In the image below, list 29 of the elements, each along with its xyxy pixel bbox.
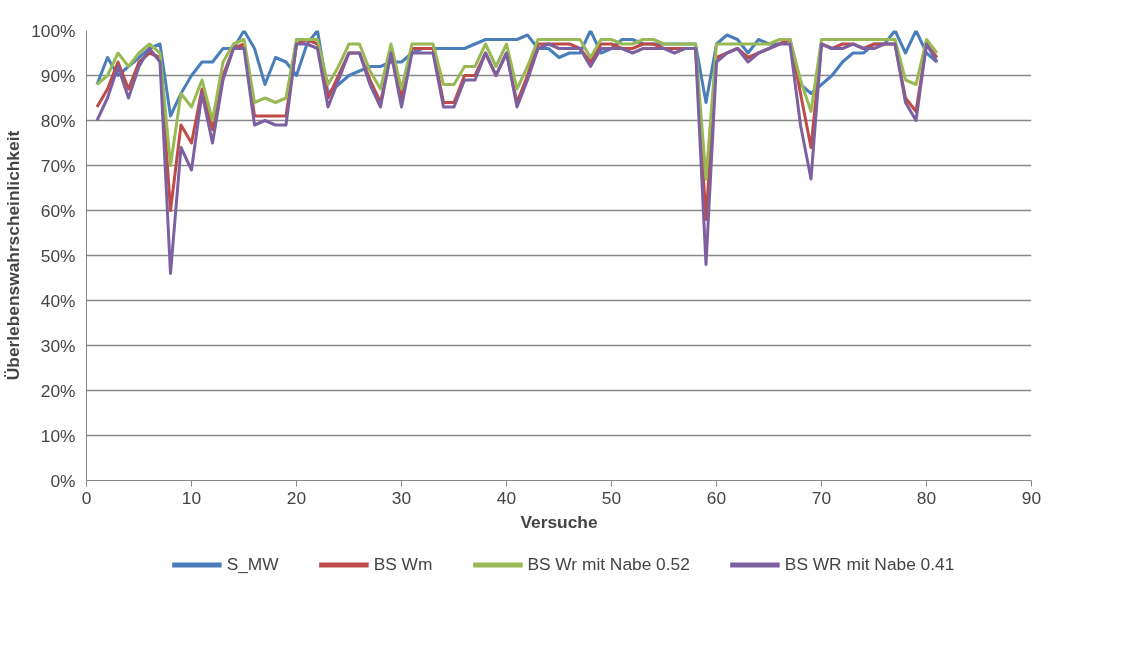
y-tick-label: 100%: [31, 20, 76, 41]
legend-label: BS Wm: [373, 553, 433, 575]
x-tick-label: 0: [81, 487, 92, 508]
y-axis-title: Überlebenswahrscheinlichkeit: [3, 130, 24, 381]
x-tick-label: 60: [706, 487, 727, 508]
legend-label: S_MW: [226, 553, 279, 575]
x-tick-label: 30: [391, 487, 412, 508]
x-tick-label: 70: [811, 487, 832, 508]
x-tick-label: 20: [286, 487, 307, 508]
x-tick-label: 10: [181, 487, 202, 508]
x-tick-label: 80: [916, 487, 937, 508]
y-tick-label: 20%: [40, 380, 76, 401]
x-tick-label: 50: [601, 487, 622, 508]
y-tick-label: 0%: [50, 470, 76, 491]
y-tick-label: 50%: [40, 245, 76, 266]
x-tick-label: 90: [1021, 487, 1042, 508]
x-tick-label: 40: [496, 487, 517, 508]
legend-label: BS WR mit Nabe 0.41: [784, 553, 955, 575]
y-tick-label: 40%: [40, 290, 76, 311]
y-tick-label: 60%: [40, 200, 76, 221]
y-tick-label: 80%: [40, 110, 76, 131]
y-tick-label: 30%: [40, 335, 76, 356]
line-series: [95, 38, 939, 181]
line-series: [95, 42, 939, 275]
y-tick-label: 70%: [40, 155, 76, 176]
y-tick-label: 10%: [40, 425, 76, 446]
x-axis-title: Versuche: [520, 511, 598, 532]
y-tick-label: 90%: [40, 65, 76, 86]
legend-label: BS Wr mit Nabe 0.52: [527, 553, 690, 575]
